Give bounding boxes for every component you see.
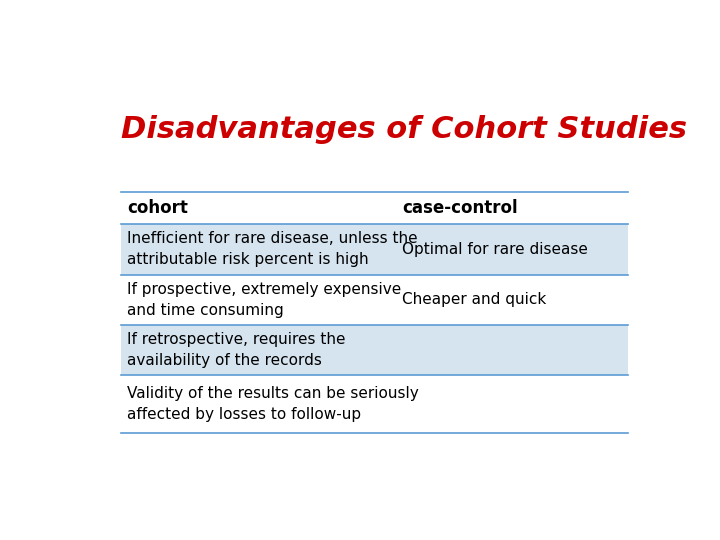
Text: Inefficient for rare disease, unless the
attributable risk percent is high: Inefficient for rare disease, unless the…: [127, 231, 418, 267]
Text: case-control: case-control: [402, 199, 518, 217]
Text: Cheaper and quick: Cheaper and quick: [402, 292, 546, 307]
Text: cohort: cohort: [127, 199, 188, 217]
Text: If retrospective, requires the
availability of the records: If retrospective, requires the availabil…: [127, 332, 346, 368]
FancyBboxPatch shape: [121, 224, 629, 275]
Text: Optimal for rare disease: Optimal for rare disease: [402, 242, 588, 256]
Text: Validity of the results can be seriously
affected by losses to follow-up: Validity of the results can be seriously…: [127, 386, 419, 422]
Text: Disadvantages of Cohort Studies: Disadvantages of Cohort Studies: [121, 114, 687, 144]
FancyBboxPatch shape: [121, 325, 629, 375]
Text: If prospective, extremely expensive
and time consuming: If prospective, extremely expensive and …: [127, 282, 402, 318]
